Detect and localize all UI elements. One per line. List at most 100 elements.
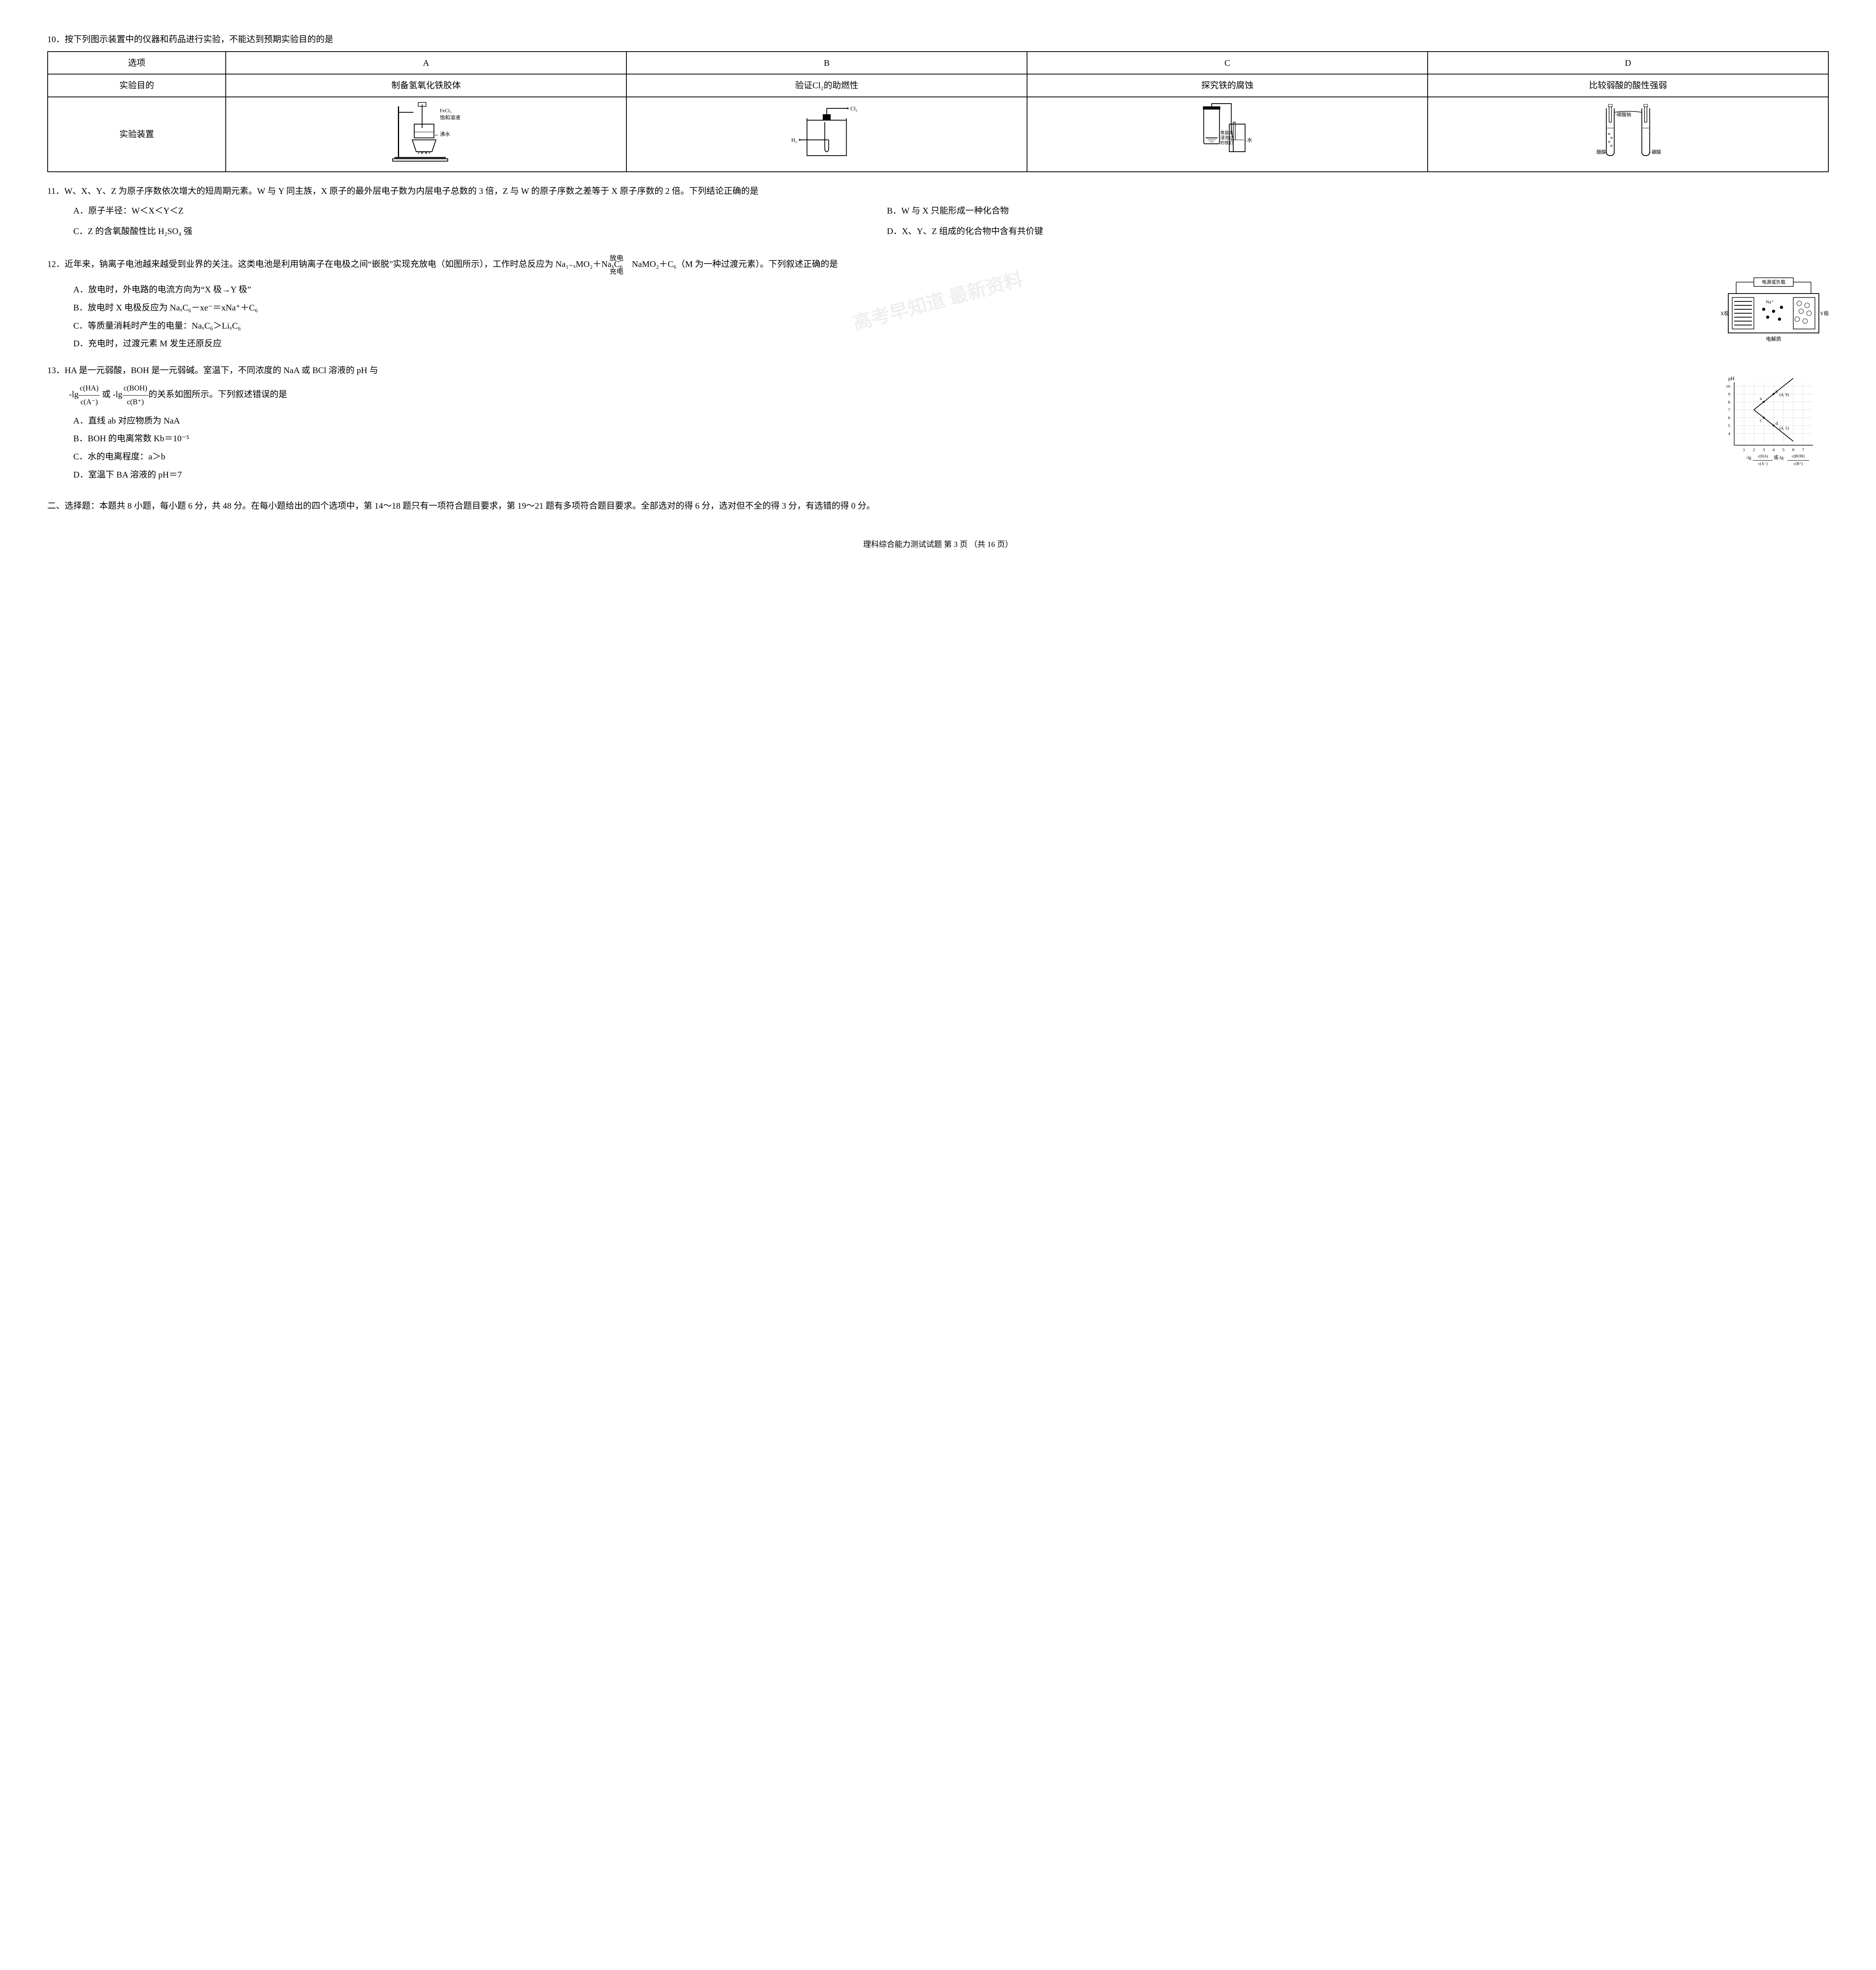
label-y-pole: Y极 — [1820, 310, 1829, 316]
q10-stem: 10．按下列图示装置中的仪器和药品进行实验，不能达到预期实验目的的是 — [47, 32, 1829, 47]
label-acetic: 醋酸 — [1597, 149, 1606, 155]
q13-svg: pH — [1722, 374, 1821, 469]
xlabel-part1: -lg — [1746, 455, 1751, 460]
q12-stem: 12．近年来，钠离子电池越来越受到业界的关注。这类电池是利用钠离子在电极之间“嵌… — [47, 252, 1829, 278]
frac1: c(HA)c(A⁻) — [78, 382, 100, 409]
table-row-device: 实验装置 FeCl₃ 饱和溶液 — [48, 97, 1828, 172]
q12-figure: 电源或负载 Na⁺ — [1718, 276, 1829, 347]
cell-option-label: 选项 — [48, 52, 226, 74]
q11-opt-A: A．原子半径：W＜X＜Y＜Z — [73, 203, 863, 219]
xt-1: 1 — [1743, 448, 1745, 452]
q13-opt-A: A．直线 ab 对应物质为 NaA — [73, 413, 1718, 429]
cell-col-B: B — [626, 52, 1027, 74]
section-2-header: 二、选择题：本题共 8 小题，每小题 6 分，共 48 分。在每小题给出的四个选… — [47, 498, 1829, 514]
xt-7: 7 — [1802, 448, 1804, 452]
device-A: FeCl₃ 饱和溶液 沸水 — [226, 97, 626, 172]
label-saltwater: 食盐水 — [1220, 130, 1233, 135]
label-h2: H₂ — [791, 138, 797, 143]
cell-col-C: C — [1027, 52, 1428, 74]
q10-table: 选项 A B C D 实验目的 制备氢氧化铁胶体 验证Cl₂的助燃性 探究铁的腐… — [47, 51, 1829, 173]
frac1-den: c(A⁻) — [78, 396, 100, 409]
q13-opt-C: C．水的电离程度：a＞b — [73, 449, 1718, 465]
pt-d: d — [1776, 420, 1778, 426]
section-2-text: 二、选择题：本题共 8 小题，每小题 6 分，共 48 分。在每小题给出的四个选… — [47, 498, 1829, 514]
pt-d-coord: (4, 5) — [1779, 426, 1789, 431]
q12-svg: 电源或负载 Na⁺ — [1718, 276, 1829, 347]
q13-prefix: -lg — [69, 390, 78, 400]
label-na2co3: 碳酸钠 — [1617, 112, 1631, 117]
device-D: 碳酸钠 醋酸 硼酸 — [1428, 97, 1828, 172]
pt-b-coord: (4, 9) — [1779, 392, 1789, 397]
yt-5: 5 — [1728, 424, 1731, 428]
device-A-svg: FeCl₃ 饱和溶液 沸水 — [228, 100, 624, 164]
xt-6: 6 — [1792, 448, 1794, 452]
label-electrolyte: 电解质 — [1766, 336, 1781, 342]
q11-options: A．原子半径：W＜X＜Y＜Z B．W 与 X 只能形成一种化合物 C．Z 的含氧… — [47, 203, 1829, 241]
pt-a: a — [1760, 396, 1762, 401]
option-row: C．Z 的含氧酸酸性比 H₂SO₄ 强 D．X、Y、Z 组成的化合物中含有共价键 — [73, 223, 1829, 242]
device-C: 食盐水 浸泡过 的铁钉 水 — [1027, 97, 1428, 172]
yt-4: 4 — [1728, 431, 1731, 436]
label-water: 水 — [1247, 137, 1252, 143]
pt-c: c — [1760, 417, 1762, 423]
question-13: 13．HA 是一元弱酸，BOH 是一元弱碱。室温下，不同浓度的 NaA 或 BC… — [47, 362, 1829, 482]
ylabel-ph: pH — [1728, 375, 1735, 381]
label-boric: 硼酸 — [1652, 149, 1661, 155]
question-12: 高考早知道 最新资料 12．近年来，钠离子电池越来越受到业界的关注。这类电池是利… — [47, 252, 1829, 351]
q11-stem-text: W、X、Y、Z 为原子序数依次增大的短周期元素。W 与 Y 同主族，X 原子的最… — [64, 186, 758, 196]
label-fecl3: FeCl₃ — [440, 108, 452, 113]
label-nail: 的铁钉 — [1220, 140, 1233, 145]
frac2-num: c(BOH) — [123, 382, 149, 396]
q13-number: 13． — [47, 365, 65, 375]
cell-device-label: 实验装置 — [48, 97, 226, 172]
page-footer: 理科综合能力测试试题 第 3 页 （共 16 页） — [47, 537, 1829, 552]
q13-opt-D: D．室温下 BA 溶液的 pH＝7 — [73, 467, 1718, 483]
yt-8: 8 — [1728, 400, 1731, 405]
q11-opt-B: B．W 与 X 只能形成一种化合物 — [887, 203, 1009, 219]
frac2: c(BOH)c(B⁺) — [123, 382, 149, 409]
label-soaked: 浸泡过 — [1220, 135, 1233, 140]
table-row-purpose: 实验目的 制备氢氧化铁胶体 验证Cl₂的助燃性 探究铁的腐蚀 比较弱酸的酸性强弱 — [48, 74, 1828, 97]
label-x-pole: X极 — [1720, 310, 1729, 316]
q13-stem-line1: 13．HA 是一元弱酸，BOH 是一元弱碱。室温下，不同浓度的 NaA 或 BC… — [47, 362, 1829, 378]
frac1-num: c(HA) — [78, 382, 100, 396]
q10-number: 10． — [47, 34, 65, 44]
q13-suffix: 的关系如图所示。下列叙述错误的是 — [149, 390, 287, 400]
cell-purpose-A: 制备氢氧化铁胶体 — [226, 74, 626, 97]
table-row-header: 选项 A B C D — [48, 52, 1828, 74]
page-container: 10．按下列图示装置中的仪器和药品进行实验，不能达到预期实验目的的是 选项 A … — [47, 32, 1829, 552]
option-row: A．原子半径：W＜X＜Y＜Z B．W 与 X 只能形成一种化合物 — [73, 203, 1829, 221]
xt-3: 3 — [1763, 448, 1765, 452]
question-10: 10．按下列图示装置中的仪器和药品进行实验，不能达到预期实验目的的是 选项 A … — [47, 32, 1829, 172]
question-11: 11．W、X、Y、Z 为原子序数依次增大的短周期元素。W 与 Y 同主族，X 原… — [47, 183, 1829, 241]
cell-purpose-D: 比较弱酸的酸性强弱 — [1428, 74, 1828, 97]
q13-stem-line2: -lgc(HA)c(A⁻) 或 -lgc(BOH)c(B⁺)的关系如图所示。下列… — [47, 382, 1829, 409]
device-C-svg: 食盐水 浸泡过 的铁钉 水 — [1030, 100, 1425, 164]
yt-10: 10 — [1726, 384, 1731, 389]
q11-stem: 11．W、X、Y、Z 为原子序数依次增大的短周期元素。W 与 Y 同主族，X 原… — [47, 183, 1829, 199]
q12-stem-p2: NaMO₂＋C₆（M 为一种过渡元素）。下列叙述正确的是 — [632, 259, 838, 269]
label-boiling: 沸水 — [440, 131, 450, 137]
cell-purpose-B: 验证Cl₂的助燃性 — [626, 74, 1027, 97]
q12-opt-D: D．充电时，过渡元素 M 发生还原反应 — [73, 336, 1711, 351]
device-B: Cl₂ H₂ — [626, 97, 1027, 172]
yt-7: 7 — [1728, 408, 1731, 413]
label-cl2: Cl₂ — [851, 106, 858, 112]
q12-number: 12． — [47, 259, 65, 269]
q12-opt-B: B．放电时 X 电极反应为 NaₓC₆－xe⁻＝xNa⁺＋C₆ — [73, 300, 1711, 316]
q13-options: A．直线 ab 对应物质为 NaA B．BOH 的电离常数 Kb＝10⁻⁵ C．… — [47, 413, 1829, 482]
q12-stem-p1: 近年来，钠离子电池越来越受到业界的关注。这类电池是利用钠离子在电极之间“嵌脱”实… — [65, 259, 623, 269]
q13-mid: 或 -lg — [100, 390, 122, 400]
device-B-svg: Cl₂ H₂ — [629, 100, 1024, 164]
q13-figure: pH — [1722, 374, 1821, 469]
label-na-plus: Na⁺ — [1766, 299, 1774, 305]
cell-col-D: D — [1428, 52, 1828, 74]
label-solution: 饱和溶液 — [440, 115, 461, 121]
pt-b: b — [1776, 389, 1778, 394]
device-D-svg: 碳酸钠 醋酸 硼酸 — [1430, 100, 1826, 164]
q11-opt-D: D．X、Y、Z 组成的化合物中含有共价键 — [887, 223, 1043, 239]
xt-5: 5 — [1782, 448, 1785, 452]
q12-opt-C: C．等质量消耗时产生的电量：NaₓC₆＞LiₓC₆ — [73, 318, 1711, 334]
xt-2: 2 — [1753, 448, 1755, 452]
cell-col-A: A — [226, 52, 626, 74]
